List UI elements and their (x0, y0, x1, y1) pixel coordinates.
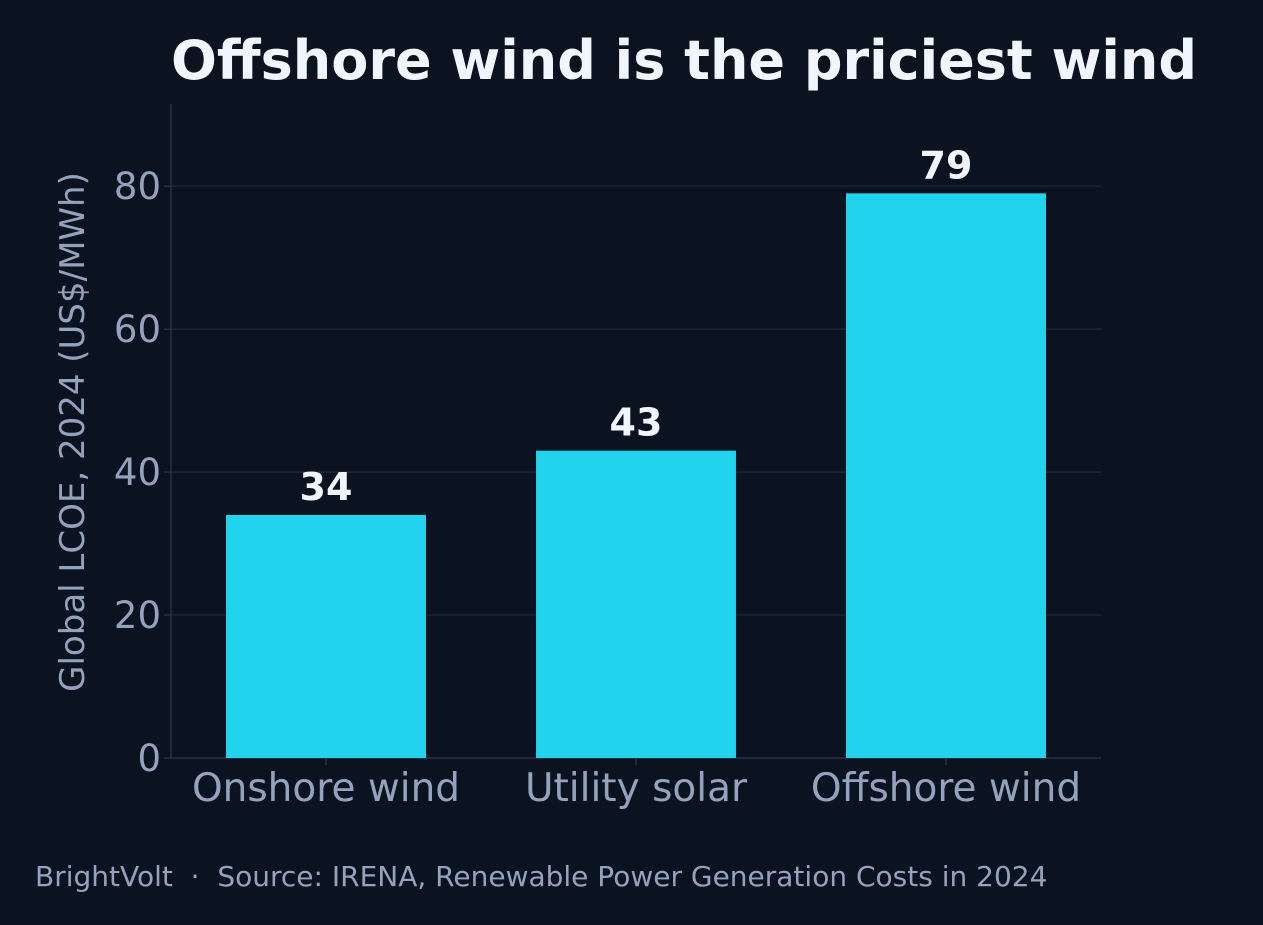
x-tick-labels: Onshore wind Utility solar Offshore wind (192, 766, 1081, 811)
y-tick-label: 40 (114, 451, 161, 494)
footer-source: BrightVolt · Source: IRENA, Renewable Po… (35, 860, 1047, 893)
x-tick-label: Offshore wind (811, 766, 1081, 811)
y-axis-label: Global LCOE, 2024 (US$/MWh) (53, 172, 93, 692)
x-tick-label: Onshore wind (192, 766, 460, 811)
bar-onshore-wind (226, 514, 426, 758)
y-tick-label: 20 (114, 594, 161, 637)
bar-utility-solar (536, 450, 736, 758)
bar-offshore-wind (846, 193, 1046, 759)
value-labels: 34 43 79 (300, 143, 973, 509)
bar-value-label: 79 (920, 143, 973, 187)
bars (226, 193, 1046, 759)
x-tick-label: Utility solar (525, 766, 748, 811)
y-tick-labels: 0 20 40 60 80 (114, 165, 161, 780)
chart-title: Offshore wind is the priciest wind (171, 29, 1197, 92)
y-tick-label: 80 (114, 165, 161, 208)
y-tick-label: 0 (137, 737, 161, 780)
bar-value-label: 43 (610, 401, 663, 445)
y-tick-label: 60 (114, 308, 161, 351)
bar-value-label: 34 (300, 465, 353, 509)
